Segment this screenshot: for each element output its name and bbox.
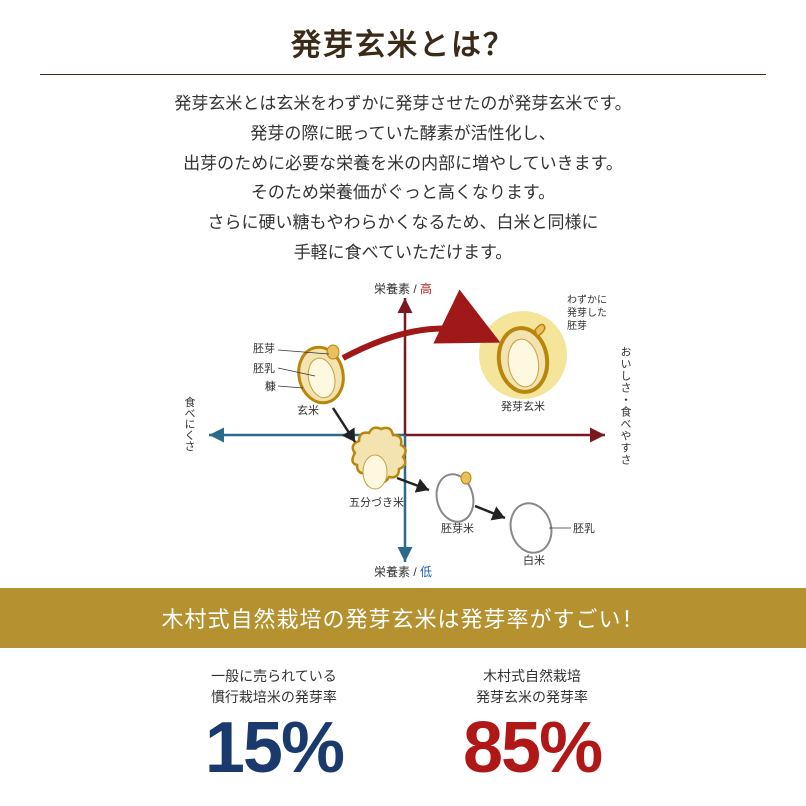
grain-haigamai <box>432 470 479 525</box>
axis-label-left: 食べにくさ <box>181 396 197 451</box>
highlight-banner: 木村式自然栽培の発芽玄米は発芽率がすごい！ <box>0 588 806 648</box>
page-title: 発芽玄米とは？ <box>40 20 766 75</box>
hatsuga-label: 発芽玄米 <box>501 398 545 414</box>
axis-label-top: 栄養素 / 高 <box>374 280 432 297</box>
genmai-part-a: 胚芽 <box>253 340 275 356</box>
desc-line: そのため栄養価がぐっと高くなります。 <box>40 178 766 208</box>
desc-line: 手軽に食べていただけます。 <box>40 238 766 268</box>
grain-gobu <box>352 427 405 488</box>
compare-left-head: 一般に売られている慣行栽培米の発芽率 <box>205 666 343 708</box>
compare-right: 木村式自然栽培発芽玄米の発芽率 85% <box>463 666 601 784</box>
hakumai-label: 白米 <box>523 552 545 568</box>
desc-line: 発芽玄米とは玄米をわずかに発芽させたのが発芽玄米です。 <box>40 89 766 119</box>
desc-line: 発芽の際に眠っていた酵素が活性化し、 <box>40 119 766 149</box>
compare-right-head: 木村式自然栽培発芽玄米の発芽率 <box>463 666 601 708</box>
gobu-label: 五分づき米 <box>349 494 404 510</box>
comparison-row: 一般に売られている慣行栽培米の発芽率 15% 木村式自然栽培発芽玄米の発芽率 8… <box>0 666 806 784</box>
genmai-part-c: 糠 <box>265 378 276 394</box>
desc-line: 出芽のために必要な栄養を米の内部に増やしていきます。 <box>40 149 766 179</box>
compare-left: 一般に売られている慣行栽培米の発芽率 15% <box>205 666 343 784</box>
haigamai-label: 胚芽米 <box>441 520 474 536</box>
grain-genmai <box>278 343 348 407</box>
desc-line: さらに硬い糖もやわらかくなるため、白米と同様に <box>40 208 766 238</box>
genmai-label: 玄米 <box>297 402 319 418</box>
compare-left-value: 15% <box>205 712 343 784</box>
hakumai-part: 胚乳 <box>573 520 595 536</box>
description: 発芽玄米とは玄米をわずかに発芽させたのが発芽玄米です。 発芽の際に眠っていた酵素… <box>40 89 766 268</box>
genmai-part-b: 胚乳 <box>253 360 275 376</box>
grain-hakumai <box>505 498 571 557</box>
nutrition-diagram: 栄養素 / 高 栄養素 / 低 食べにくさ おいしさ・食べやすさ 胚芽 胚乳 糠… <box>153 280 653 580</box>
axis-label-right: おいしさ・食べやすさ <box>617 346 633 466</box>
hatsuga-caption: わずかに 発芽した 胚芽 <box>567 294 607 333</box>
axis-label-bottom: 栄養素 / 低 <box>374 563 432 580</box>
compare-right-value: 85% <box>463 712 601 784</box>
